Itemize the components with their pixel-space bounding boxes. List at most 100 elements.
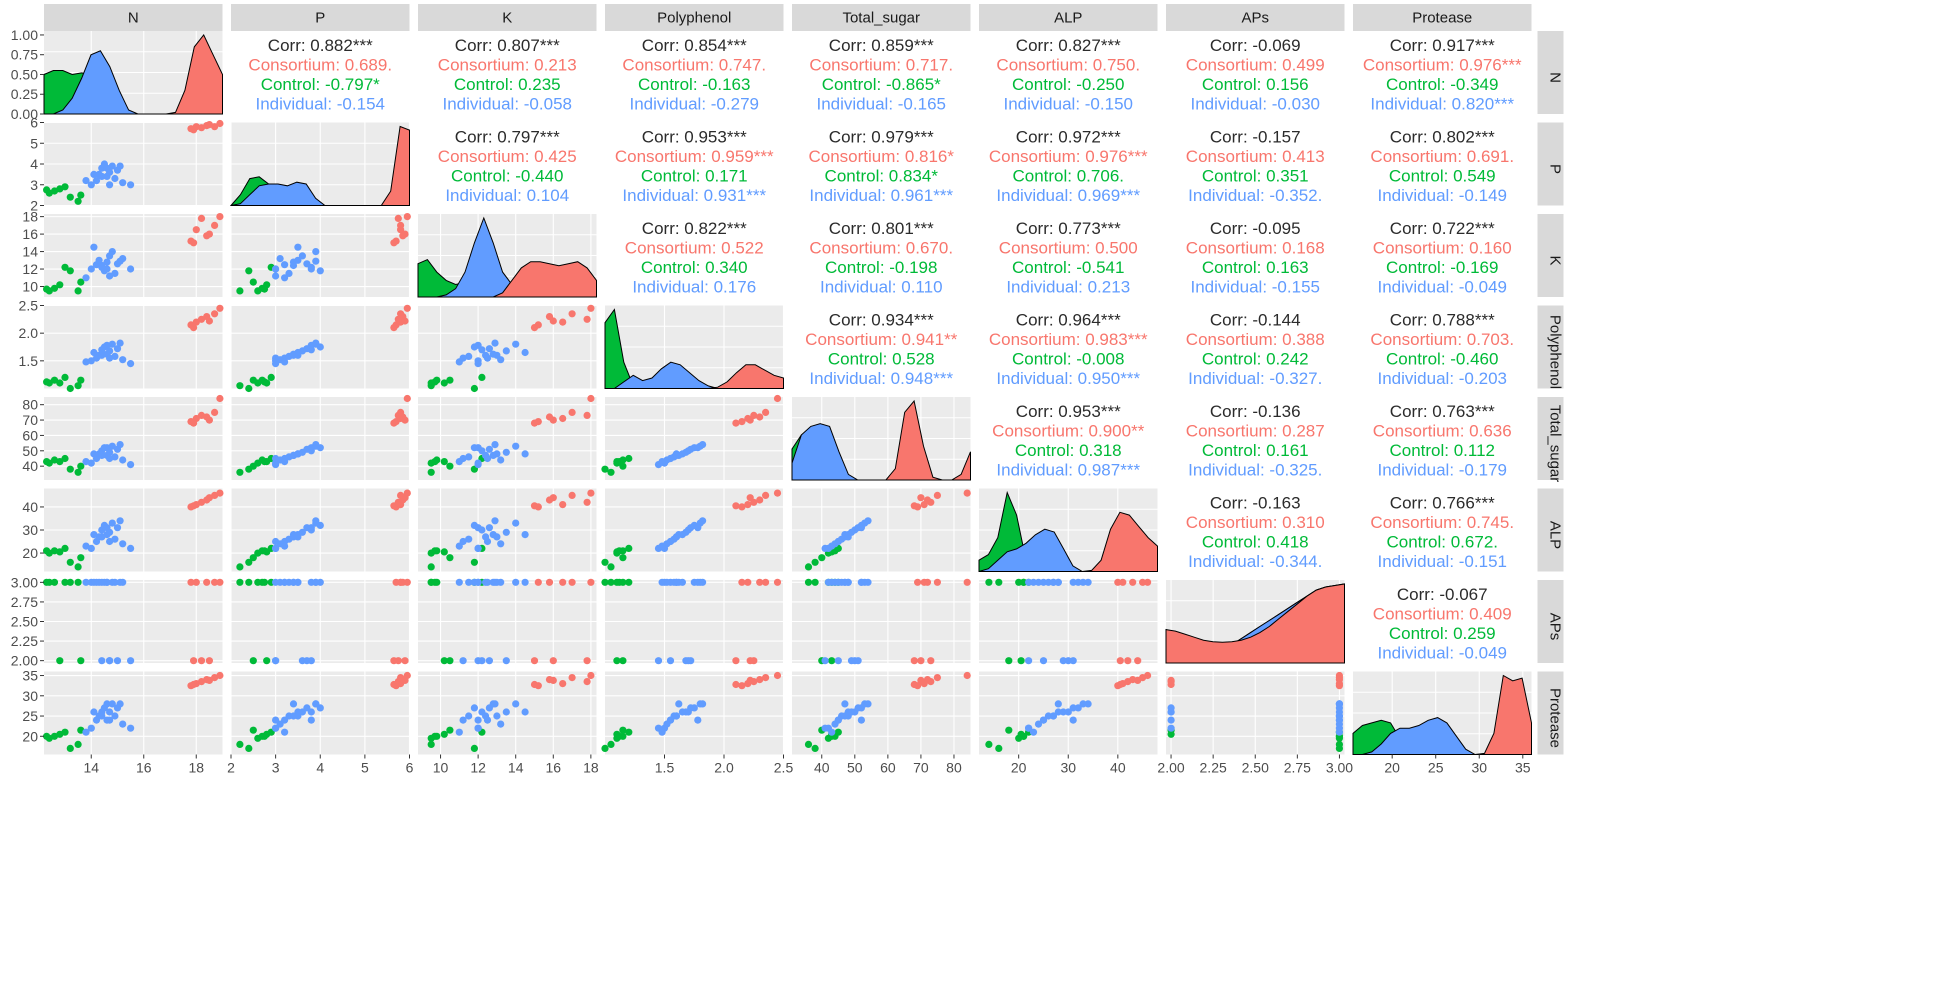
point-consortium <box>403 213 411 221</box>
x-tick-label-alp: 40 <box>1110 760 1126 776</box>
point-consortium <box>187 578 195 586</box>
point-control <box>601 465 609 473</box>
point-control <box>625 544 633 553</box>
point-individual <box>106 537 114 546</box>
point-control <box>615 547 623 555</box>
point-individual <box>127 544 135 553</box>
panel-k-alp: Corr: 0.773***Consortium: 0.500Control: … <box>979 214 1158 297</box>
point-individual <box>666 454 675 463</box>
point-consortium <box>568 674 576 682</box>
point-individual <box>512 340 520 348</box>
point-control <box>615 578 623 586</box>
point-consortium <box>773 394 782 403</box>
point-individual <box>1074 704 1082 712</box>
point-control <box>619 726 627 734</box>
y-tick-label-n: 0.25 <box>11 86 38 102</box>
point-individual <box>307 716 315 724</box>
x-tick-label-p: 6 <box>406 760 414 776</box>
point-control <box>470 558 478 566</box>
corr-text-control: Control: 0.834* <box>825 167 939 186</box>
point-individual <box>699 517 707 525</box>
point-consortium <box>1144 578 1152 586</box>
point-consortium <box>762 491 770 499</box>
point-individual <box>864 517 872 525</box>
point-control <box>61 373 69 381</box>
point-control <box>267 373 275 381</box>
point-individual <box>1069 716 1077 724</box>
point-consortium <box>559 680 567 688</box>
point-control <box>260 285 269 293</box>
point-individual <box>82 458 90 466</box>
point-control <box>431 547 439 555</box>
panel-polyphenol-n <box>43 304 224 393</box>
y-tick-label-p: 5 <box>30 135 38 151</box>
point-individual <box>459 454 467 463</box>
point-control <box>236 578 244 586</box>
corr-panel-bg <box>792 305 971 389</box>
corr-text-corr: Corr: 0.917*** <box>1390 36 1495 55</box>
corr-text-corr: Corr: 0.807*** <box>455 36 560 55</box>
panel-bg <box>418 305 597 389</box>
point-individual <box>98 451 106 459</box>
point-individual <box>98 712 106 720</box>
point-consortium <box>923 496 932 504</box>
strip-top-p <box>231 4 410 31</box>
point-control <box>440 657 448 665</box>
corr-text-control: Control: 0.418 <box>1202 533 1309 552</box>
corr-panel-bg <box>1353 488 1532 572</box>
corr-text-consortium: Consortium: 0.636 <box>1373 422 1512 441</box>
x-tick-label-total-sugar: 70 <box>913 760 929 776</box>
strip-top-label-protease: Protease <box>1412 10 1472 27</box>
point-control <box>260 378 269 386</box>
point-individual <box>1034 720 1043 728</box>
point-control <box>440 548 448 556</box>
point-consortium <box>587 489 595 497</box>
y-tick-label-n: 0.50 <box>11 66 38 82</box>
point-individual <box>512 700 520 708</box>
point-control <box>74 197 82 205</box>
panel-k-n <box>43 213 224 297</box>
y-tick-label-aps: 2.25 <box>11 633 38 649</box>
point-consortium <box>732 657 740 665</box>
point-individual <box>90 450 98 458</box>
x-tick-label-k: 14 <box>508 760 524 776</box>
corr-text-individual: Individual: -0.279 <box>630 95 759 114</box>
point-individual <box>1054 700 1062 708</box>
point-individual <box>298 252 306 260</box>
point-control <box>440 730 448 738</box>
strip-right-polyphenol <box>1537 305 1564 389</box>
point-control <box>43 285 51 293</box>
y-tick-label-k: 18 <box>22 209 38 225</box>
point-individual <box>678 531 687 539</box>
corr-text-consortium: Consortium: 0.976*** <box>989 147 1148 166</box>
point-individual <box>854 657 862 665</box>
point-individual <box>116 339 124 347</box>
panel-total-sugar-p <box>230 394 411 480</box>
corr-text-control: Control: 0.318 <box>1015 441 1122 460</box>
corr-text-control: Control: -0.440 <box>451 167 563 186</box>
point-individual <box>687 704 695 712</box>
point-individual <box>272 544 280 553</box>
point-individual <box>111 712 119 720</box>
panel-polyphenol-p <box>230 304 411 393</box>
panel-p-total-sugar: Corr: 0.979***Consortium: 0.816*Control:… <box>792 122 971 206</box>
panel-alp-total-sugar <box>792 488 971 572</box>
y-tick-label-polyphenol: 1.5 <box>19 353 39 369</box>
point-individual <box>482 351 490 359</box>
corr-text-individual: Individual: 0.950*** <box>996 369 1140 388</box>
point-consortium <box>549 494 557 502</box>
point-individual <box>281 274 289 282</box>
point-individual <box>106 347 114 355</box>
point-individual <box>1069 657 1077 665</box>
point-individual <box>497 540 505 548</box>
panel-total-sugar-total-sugar <box>791 397 971 481</box>
panel-bg <box>605 671 784 755</box>
point-consortium <box>403 671 411 680</box>
point-individual <box>482 533 490 541</box>
point-control <box>834 728 842 736</box>
point-individual <box>272 454 280 463</box>
corr-panel-bg <box>605 214 784 297</box>
point-individual <box>491 578 499 586</box>
panel-bg <box>605 397 784 480</box>
panel-aps-alp <box>979 578 1158 665</box>
